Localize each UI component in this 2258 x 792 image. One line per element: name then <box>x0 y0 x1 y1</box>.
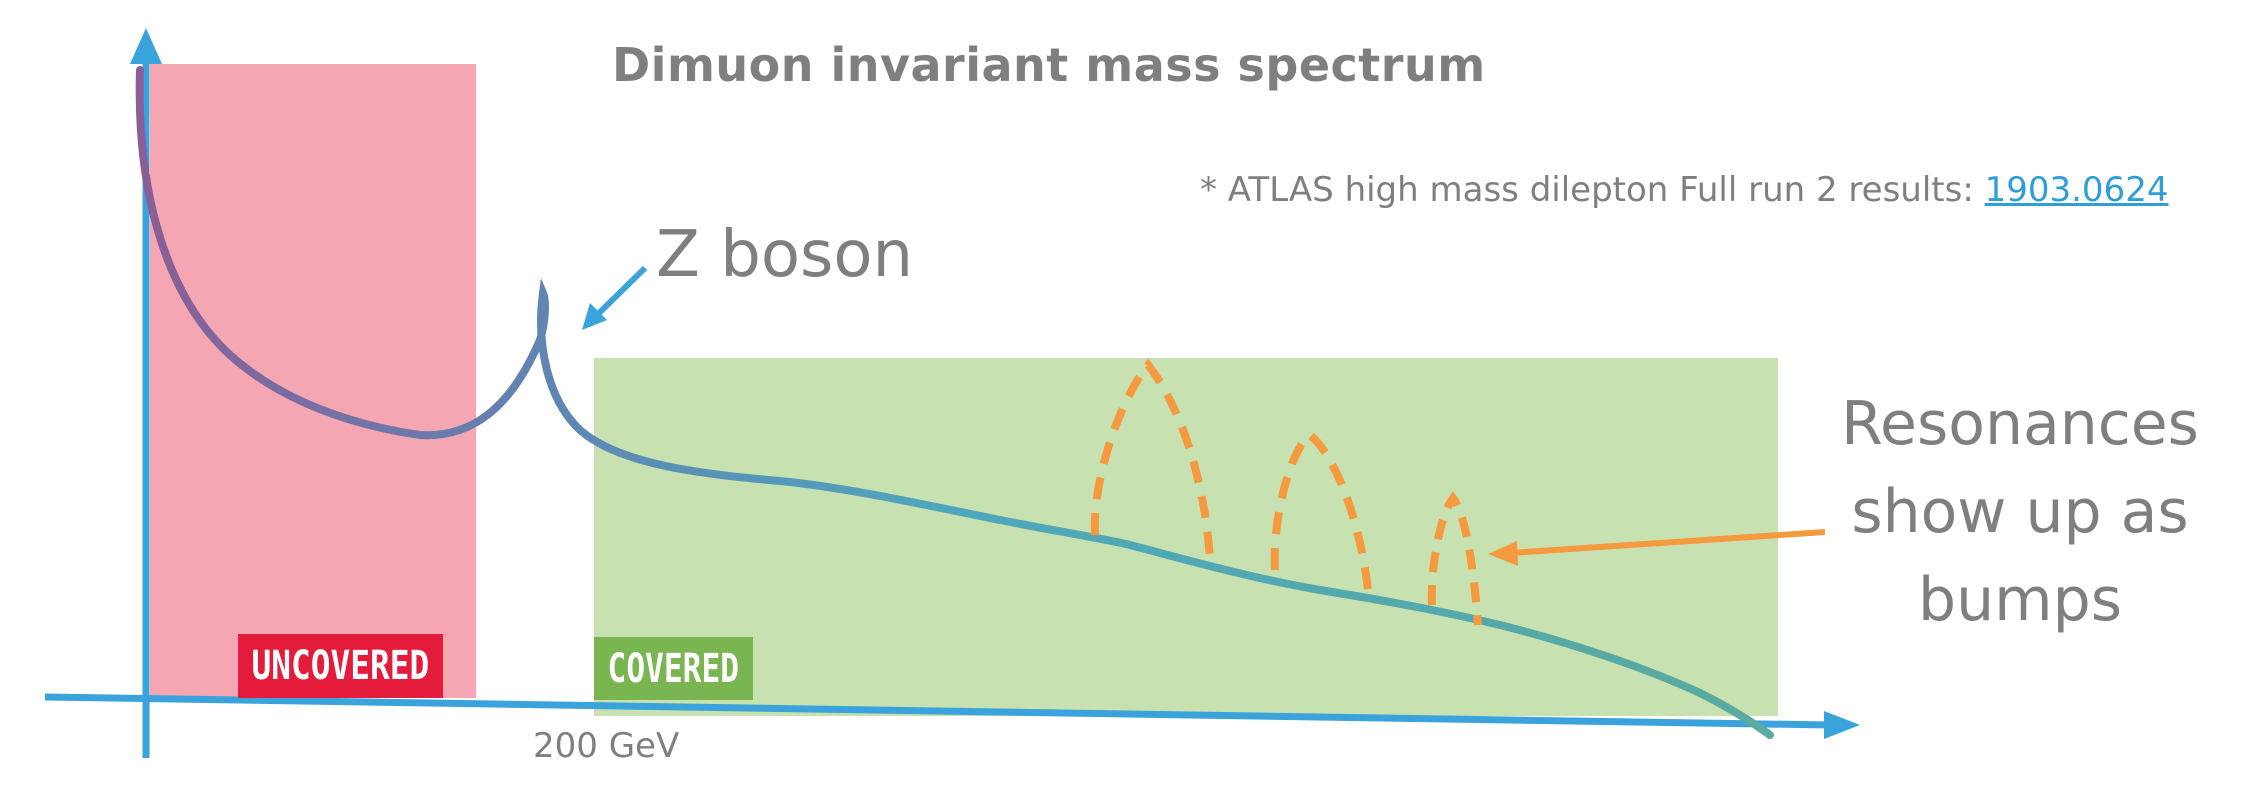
resonance-label-line: bumps <box>1918 565 2122 635</box>
resonance-label-line: show up as <box>1851 477 2189 547</box>
resonance-label: Resonances show up as bumps <box>1795 380 2245 644</box>
resonance-bump <box>1427 491 1482 626</box>
resonance-bump <box>1090 358 1214 561</box>
covered-region <box>594 358 1778 716</box>
reference-text: * ATLAS high mass dilepton Full run 2 re… <box>1200 170 1985 210</box>
z-boson-label: Z boson <box>656 218 914 292</box>
x-axis-arrowhead <box>1824 711 1860 739</box>
covered-badge: COVERED <box>594 637 753 700</box>
resonance-bumps <box>1090 358 1482 626</box>
x-axis <box>44 693 1860 739</box>
reference-note: * ATLAS high mass dilepton Full run 2 re… <box>1200 170 2168 210</box>
x-tick-label: 200 GeV <box>533 726 680 766</box>
spectrum-curve <box>135 66 1774 739</box>
uncovered-badge: UNCOVERED <box>238 634 443 698</box>
reference-link[interactable]: 1903.0624 <box>1984 170 2169 210</box>
resonance-arrow <box>1488 529 1826 566</box>
chart-title: Dimuon invariant mass spectrum <box>612 38 1486 92</box>
covered-badge-label: COVERED <box>607 645 740 692</box>
z-boson-arrow <box>582 265 648 330</box>
resonance-label-line: Resonances <box>1841 389 2199 459</box>
uncovered-badge-label: UNCOVERED <box>251 643 430 689</box>
y-axis-arrowhead <box>130 28 162 64</box>
uncovered-region <box>150 64 476 698</box>
resonance-bump <box>1270 429 1372 591</box>
